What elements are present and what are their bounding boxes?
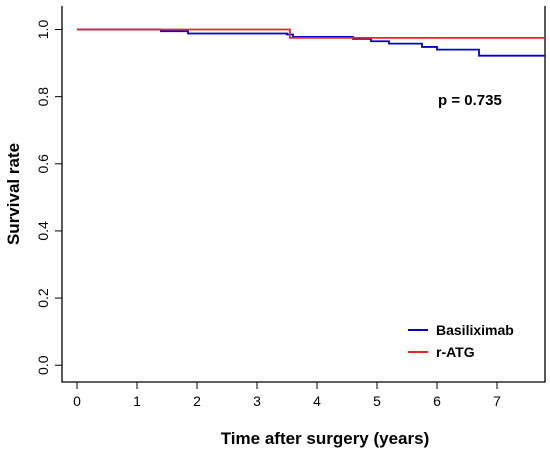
x-tick-label: 7: [493, 393, 501, 409]
x-tick-label: 3: [253, 393, 261, 409]
x-tick-label: 2: [193, 393, 201, 409]
x-tick-label: 4: [313, 393, 321, 409]
legend-label-r-atg: r-ATG: [436, 344, 475, 360]
plot-frame: [61, 6, 546, 383]
series-line-basiliximab: [77, 28, 545, 57]
y-tick-label: 0.6: [35, 154, 51, 174]
y-tick-label: 0.2: [35, 288, 51, 308]
x-tick-label: 1: [133, 393, 141, 409]
x-tick-label: 6: [433, 393, 441, 409]
x-tick-label: 5: [373, 393, 381, 409]
legend-label-basiliximab: Basiliximab: [436, 322, 514, 338]
series-line-r-atg: [77, 28, 545, 39]
y-axis-title: Survival rate: [4, 143, 23, 245]
y-tick-label: 0.8: [35, 87, 51, 107]
legend: Basiliximab r-ATG: [408, 322, 514, 360]
y-tick-label: 0.4: [35, 221, 51, 241]
y-tick-label: 0.0: [35, 355, 51, 375]
p-value-annotation: p = 0.735: [438, 92, 502, 109]
y-tick-label: 1.0: [35, 20, 51, 40]
x-axis-title: Time after surgery (years): [221, 429, 430, 448]
x-tick-label: 0: [73, 393, 81, 409]
